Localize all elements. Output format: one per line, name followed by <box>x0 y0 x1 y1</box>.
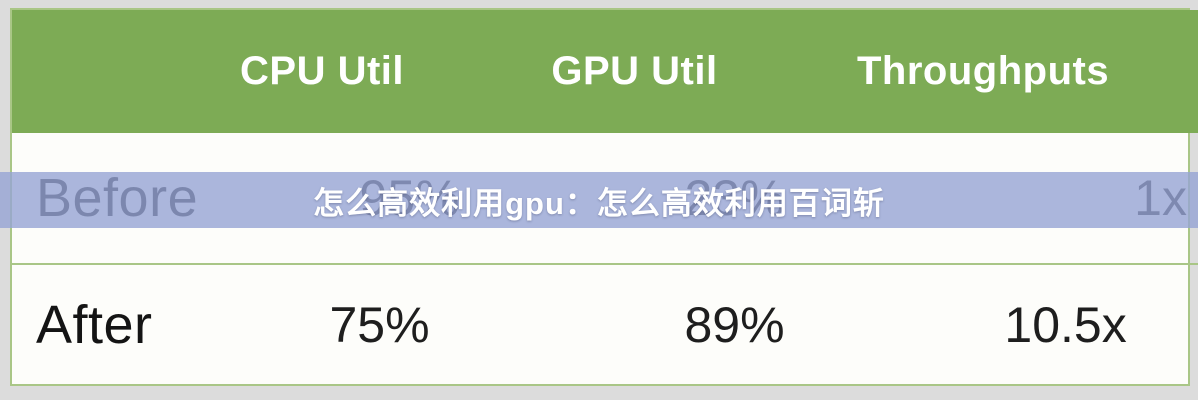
watermark-highlight-band: 怎么高效利用gpu：怎么高效利用百词斩 <box>0 172 1198 228</box>
table-header-row: CPU Util GPU Util Throughputs <box>12 10 1198 133</box>
header-cpu-util: CPU Util <box>240 49 404 93</box>
header-throughputs: Throughputs <box>857 49 1110 93</box>
row-after-label: After <box>36 294 153 355</box>
header-gpu-util: GPU Util <box>551 49 718 93</box>
table-row-after: After 75% 89% 10.5x <box>12 263 1198 384</box>
after-gpu-util-value: 89% <box>684 296 785 353</box>
watermark-title: 怎么高效利用gpu：怎么高效利用百词斩 <box>313 185 885 221</box>
after-cpu-util-value: 75% <box>329 296 430 353</box>
after-throughput-value: 10.5x <box>1004 296 1127 353</box>
